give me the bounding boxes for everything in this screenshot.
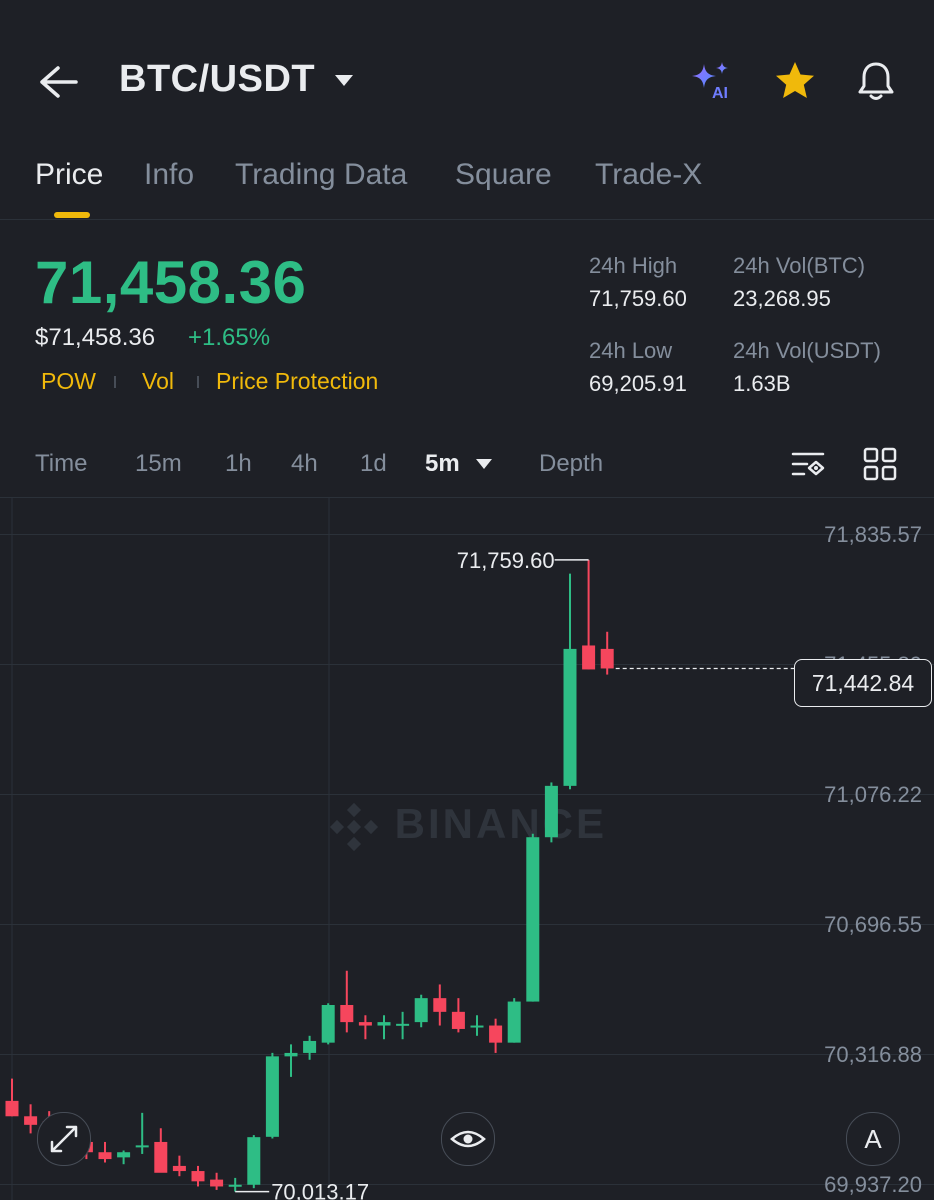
interval-divider	[0, 497, 934, 498]
fullscreen-button[interactable]	[37, 1112, 91, 1166]
alert-bell-icon[interactable]	[853, 58, 899, 104]
y-tick-label: 70,696.55	[824, 912, 922, 937]
interval-time[interactable]: Time	[35, 450, 88, 477]
low-price-label: 70,013.17	[271, 1180, 369, 1200]
candle-body	[247, 1137, 261, 1185]
binance-logo-icon	[329, 802, 379, 851]
y-tick-label: 69,937.20	[824, 1172, 922, 1197]
interval-1h[interactable]: 1h	[225, 450, 252, 477]
candle-body	[154, 1141, 168, 1173]
candle-body	[544, 785, 558, 838]
stat-24h-vol-usdt-label: 24h Vol(USDT)	[733, 338, 881, 363]
candle-body	[340, 1004, 354, 1023]
tab-price[interactable]: Price	[35, 158, 104, 191]
candle-body	[191, 1171, 205, 1182]
tag-separator	[197, 376, 199, 388]
binance-watermark: BINANCE	[328, 800, 607, 853]
stat-24h-vol-usdt-value: 1.63B	[733, 371, 791, 396]
candle-body	[358, 1022, 372, 1026]
tag-separator	[114, 376, 116, 388]
chart-grid	[0, 498, 934, 1200]
svg-text:AI: AI	[712, 85, 728, 102]
candle-body	[433, 998, 447, 1012]
candle-body	[228, 1184, 242, 1187]
interval-dropdown-icon[interactable]	[475, 458, 493, 470]
candle-body	[24, 1116, 38, 1125]
tab-square[interactable]: Square	[455, 158, 552, 191]
price-change-percent: +1.65%	[188, 324, 271, 351]
interval-5m-selected[interactable]: 5m	[425, 450, 460, 477]
candle-body	[507, 1001, 521, 1043]
candle-body	[582, 645, 596, 670]
usd-price: $71,458.36	[35, 324, 156, 351]
ai-assistant-button[interactable]: AI	[690, 58, 736, 104]
tab-trade-x[interactable]: Trade-X	[595, 158, 703, 191]
expand-icon	[50, 1125, 78, 1153]
candle-body	[117, 1152, 131, 1158]
candle-body	[563, 648, 577, 786]
high-price-label: 71,759.60	[457, 548, 555, 573]
candle-body	[414, 998, 428, 1023]
candle-body	[396, 1023, 410, 1026]
active-tab-indicator	[54, 212, 90, 218]
stat-24h-high-value: 71,759.60	[589, 286, 687, 311]
tab-trading-data[interactable]: Trading Data	[235, 158, 408, 191]
eye-icon	[450, 1130, 486, 1148]
current-price-label: 71,442.84	[794, 659, 932, 707]
stat-24h-low-label: 24h Low	[589, 338, 673, 363]
candle-body	[265, 1056, 279, 1137]
candle-body	[321, 1004, 335, 1043]
stat-24h-vol-btc-value: 23,268.95	[733, 286, 831, 311]
tag-pow[interactable]: POW	[41, 368, 96, 394]
layout-grid-icon[interactable]	[862, 446, 898, 482]
stat-24h-high-label: 24h High	[589, 253, 678, 278]
candle-body	[600, 648, 614, 669]
interval-1d[interactable]: 1d	[360, 450, 387, 477]
candle-body	[303, 1040, 317, 1053]
chart-annotations: 71,759.60 70,013.17	[235, 548, 794, 1200]
candle-body	[172, 1165, 186, 1172]
last-price: 71,458.36	[35, 249, 307, 316]
chart-settings-icon[interactable]	[790, 446, 826, 482]
watermark-text: BINANCE	[394, 800, 608, 847]
auto-scale-button[interactable]: A	[846, 1112, 900, 1166]
candle-body	[284, 1052, 298, 1057]
y-tick-label: 71,076.22	[824, 782, 922, 807]
tabs-divider	[0, 219, 934, 220]
candle-body	[210, 1179, 224, 1187]
candle-body	[526, 837, 540, 1002]
tag-vol[interactable]: Vol	[142, 368, 174, 394]
candle-body	[135, 1145, 149, 1148]
visibility-toggle-button[interactable]	[441, 1112, 495, 1166]
stat-24h-low-value: 69,205.91	[589, 371, 687, 396]
candle-body	[5, 1100, 19, 1117]
interval-15m[interactable]: 15m	[135, 450, 182, 477]
tab-info[interactable]: Info	[144, 158, 195, 191]
price-axis: 71,835.5771,455.8971,076.2270,696.5570,3…	[824, 522, 922, 1197]
pair-dropdown-icon[interactable]	[333, 72, 355, 88]
candle-body	[470, 1025, 484, 1028]
candle-body	[377, 1022, 391, 1026]
candle-body	[98, 1152, 112, 1160]
y-tick-label: 70,316.88	[824, 1042, 922, 1067]
tag-price-protection[interactable]: Price Protection	[216, 368, 379, 394]
favorite-star-icon[interactable]	[772, 58, 818, 104]
y-tick-label: 71,835.57	[824, 522, 922, 547]
interval-4h[interactable]: 4h	[291, 450, 318, 477]
ai-sparkle-icon: AI	[692, 62, 728, 102]
candle-body	[489, 1025, 503, 1043]
candle-series	[5, 559, 614, 1192]
pair-title[interactable]: BTC/USDT	[119, 58, 316, 100]
candle-body	[451, 1011, 465, 1029]
stat-24h-vol-btc-label: 24h Vol(BTC)	[733, 253, 866, 278]
back-arrow-icon[interactable]	[36, 62, 78, 102]
interval-depth[interactable]: Depth	[539, 450, 604, 477]
